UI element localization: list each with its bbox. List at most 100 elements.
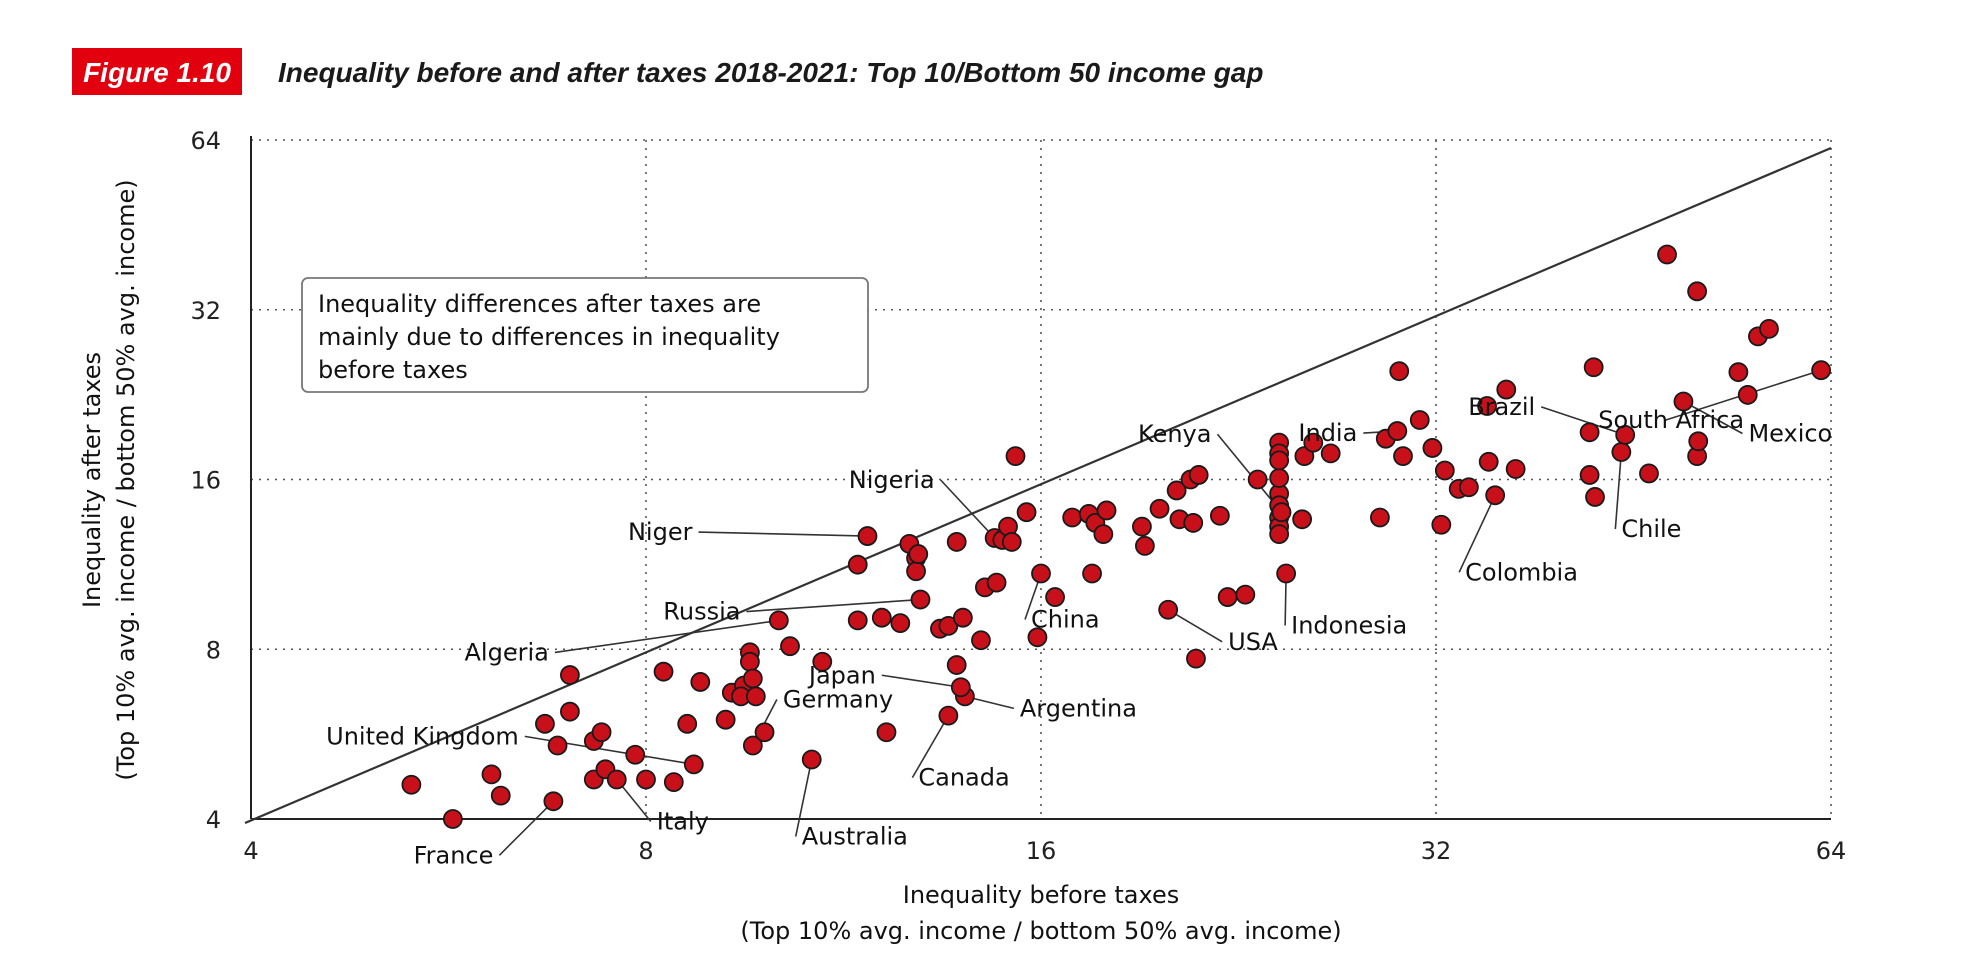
leader-line	[1683, 400, 1743, 435]
data-point	[442, 809, 463, 829]
data-point	[1389, 361, 1410, 382]
country-label: Japan	[807, 661, 876, 689]
country-label: China	[1031, 605, 1100, 633]
data-point	[1370, 507, 1390, 528]
data-point	[625, 744, 646, 765]
data-point	[946, 655, 967, 675]
y-tick-label: 32	[190, 297, 221, 325]
data-point-south-africa	[1811, 360, 1832, 381]
data-point	[653, 661, 674, 682]
data-point	[1585, 487, 1605, 507]
data-point-colombia	[1485, 485, 1506, 506]
data-point-mexico	[1673, 391, 1694, 412]
figure-title: Inequality before and after taxes 2018-2…	[278, 57, 1263, 88]
data-point	[1082, 563, 1102, 584]
reference-line-y-equals-x	[244, 146, 1832, 825]
leader-line	[698, 531, 868, 537]
data-point	[1393, 446, 1413, 467]
data-point	[1045, 587, 1065, 607]
x-axis-title: Inequality before taxes	[903, 881, 1180, 909]
figure-badge	[72, 48, 242, 95]
data-point	[1657, 244, 1677, 265]
data-point	[812, 651, 833, 672]
data-point	[745, 686, 766, 707]
data-point	[1477, 396, 1497, 416]
data-point	[490, 785, 511, 806]
data-point-germany	[742, 735, 763, 756]
annotation-line-2: mainly due to differences in inequality	[318, 323, 780, 351]
annotation-line-3: before taxes	[318, 356, 468, 384]
data-point-chile	[1611, 442, 1632, 462]
y-tick-label: 4	[206, 806, 221, 834]
country-label: Brazil	[1468, 393, 1535, 421]
data-point	[1209, 505, 1230, 526]
leader-line	[881, 674, 961, 689]
leader-line	[498, 800, 554, 856]
leader-line	[940, 479, 996, 539]
country-label: USA	[1228, 628, 1278, 656]
data-point	[1687, 281, 1708, 302]
data-point	[1183, 513, 1204, 533]
data-point	[1269, 524, 1290, 545]
data-point	[1027, 627, 1048, 648]
annotation-line-1: Inequality differences after taxes are	[318, 290, 761, 318]
data-point	[1458, 477, 1479, 498]
country-label: Chile	[1621, 515, 1681, 543]
country-label: Mexico	[1748, 420, 1832, 448]
data-point	[754, 722, 775, 743]
data-point	[1188, 465, 1209, 485]
x-tick-label: 4	[243, 837, 258, 865]
leader-line	[1167, 609, 1223, 643]
data-point	[1409, 410, 1430, 430]
data-point-russia	[910, 589, 931, 610]
y-axis-subtitle: (Top 10% avg. income / bottom 50% avg. i…	[112, 179, 140, 780]
data-point	[1728, 362, 1749, 383]
data-point	[1505, 459, 1526, 479]
x-tick-label: 32	[1421, 837, 1452, 865]
data-point	[1247, 469, 1268, 490]
country-label: Colombia	[1465, 558, 1578, 586]
data-point	[1496, 379, 1517, 400]
y-tick-label: 8	[206, 636, 221, 664]
data-point	[1132, 516, 1152, 537]
figure-badge-label: Figure 1.10	[83, 57, 231, 88]
country-label: Algeria	[465, 638, 549, 666]
x-tick-label: 64	[1816, 837, 1847, 865]
leader-line	[794, 759, 813, 837]
x-tick-label: 16	[1026, 837, 1057, 865]
data-point	[1294, 446, 1315, 467]
data-point	[547, 735, 568, 756]
data-point	[971, 630, 991, 651]
data-point	[1583, 357, 1604, 378]
data-point	[1149, 498, 1170, 519]
data-point	[906, 561, 926, 582]
data-point	[1320, 443, 1341, 464]
data-point	[1269, 468, 1290, 488]
leader-line	[1614, 451, 1623, 530]
data-point	[401, 774, 422, 795]
data-point	[1422, 438, 1443, 458]
data-point	[1303, 432, 1324, 453]
data-point-china	[1031, 563, 1051, 584]
data-point	[847, 610, 868, 631]
country-label: Canada	[918, 764, 1009, 792]
grid	[251, 139, 1832, 819]
data-point	[952, 607, 973, 628]
annotation-box: Inequality differences after taxes are m…	[301, 277, 869, 393]
y-tick-label: 64	[190, 127, 221, 155]
data-point	[1001, 532, 1022, 552]
data-point-canada	[938, 705, 959, 726]
country-label: Indonesia	[1291, 611, 1407, 639]
data-point-france	[543, 791, 564, 812]
data-point	[1737, 385, 1758, 405]
country-label: Kenya	[1138, 420, 1211, 448]
data-point	[636, 769, 656, 790]
data-point	[871, 607, 892, 628]
data-point	[1134, 536, 1155, 556]
data-point	[890, 613, 911, 634]
data-point	[481, 764, 502, 785]
x-tick-label: 8	[638, 837, 653, 865]
country-label: Australia	[802, 823, 908, 851]
data-point	[1235, 584, 1256, 605]
